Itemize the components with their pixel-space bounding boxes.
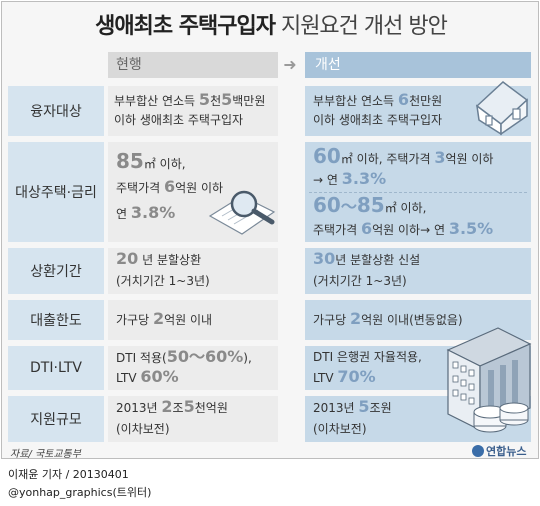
improved-line-1: DTI 은행권 자율적용, (313, 350, 422, 364)
header-improved: 개선 (305, 52, 531, 78)
current-cell: DTI 적용(50～60%), LTV 60% (108, 346, 278, 390)
row-label: DTI·LTV (8, 346, 104, 390)
yonhap-logo-icon (472, 445, 484, 457)
improved-line-1: 가구당 2억원 이내(변동없음) (313, 309, 463, 328)
credit-line-2: @yonhap_graphics(트위터) (8, 486, 152, 499)
row-label: 대상주택·금리 (8, 142, 104, 242)
current-cell: 부부합산 연소득 5천5백만원 이하 생애최초 주택구입자 (108, 86, 278, 136)
improved-cell: 부부합산 연소득 6천만원 이하 생애최초 주택구입자 (305, 81, 531, 136)
title-light: 지원요건 개선 방안 (280, 14, 448, 39)
row-loan-limit: 대출한도 가구당 2억원 이내 가구당 2억원 이내(변동없음) (8, 300, 532, 340)
current-line-2: LTV 60% (116, 367, 179, 386)
header-current: 현행 (108, 52, 278, 78)
current-cell: 85㎡ 이하, 주택가격 6억원 이하 연 3.8% (108, 142, 278, 242)
current-line-2: (거치기간 1~3년) (116, 274, 210, 288)
current-line-2: 이하 생애최초 주택구입자 (114, 113, 244, 127)
row-dti-ltv: DTI·LTV DTI 적용(50～60%), LTV 60% DTI 은행권 … (8, 346, 532, 390)
source-note: 자료/ 국토교통부 (10, 449, 81, 460)
improved-line-2: 이하 생애최초 주택구입자 (313, 113, 443, 127)
house-icon (475, 81, 529, 136)
improved-cell: 30년 분할상환 신설 (거치기간 1~3년) (305, 248, 531, 294)
title-bold: 생애최초 주택구입자 (95, 14, 276, 39)
current-cell: 2013년 2조5천억원 (이차보전) (108, 396, 278, 442)
row-repayment: 상환기간 20 년 분할상환 (거치기간 1~3년) 30년 분할상환 신설 (… (8, 248, 532, 294)
improved-line-1: 2013년 5조원 (313, 397, 392, 416)
current-line-1: 가구당 2억원 이내 (116, 309, 213, 328)
row-label: 지원규모 (8, 396, 104, 442)
improved-line-1: 30년 분할상환 신설 (313, 249, 421, 268)
improved-line-2: (거치기간 1~3년) (313, 274, 407, 288)
improved-line-2: LTV 70% (313, 367, 376, 386)
improved-b-line-1: 60～85㎡ 이하, (313, 193, 427, 217)
magnifier-document-icon (208, 190, 276, 235)
row-label: 융자대상 (8, 86, 104, 136)
improved-cell: 60㎡ 이하, 주택가격 3억원 이하 → 연 3.3% 60～85㎡ 이하, … (305, 142, 531, 242)
row-label: 대출한도 (8, 300, 104, 340)
bank-building-icon (446, 327, 532, 433)
current-line-1: DTI 적용(50～60%), (116, 347, 252, 366)
current-line-1: 부부합산 연소득 5천5백만원 (114, 90, 266, 109)
improved-a-line-2: → 연 3.3% (313, 169, 387, 188)
row-divider (309, 192, 527, 193)
improved-line-2: (이차보전) (313, 422, 367, 436)
header-arrow-icon: ➜ (283, 55, 297, 74)
row-loan-target: 융자대상 부부합산 연소득 5천5백만원 이하 생애최초 주택구입자 부부합산 … (8, 81, 532, 136)
row-support-scale: 지원규모 2013년 2조5천억원 (이차보전) 2013년 5조원 (이차보전… (8, 396, 532, 442)
improved-a-line-1: 60㎡ 이하, 주택가격 3억원 이하 (313, 144, 494, 168)
current-line-2: (이차보전) (116, 422, 170, 436)
page-title: 생애최초 주택구입자 지원요건 개선 방안 (2, 8, 540, 40)
credit-line-1: 이재윤 기자 / 20130401 (8, 468, 129, 481)
yonhap-logo: 연합뉴스 (472, 443, 526, 459)
row-housing-rate: 대상주택·금리 85㎡ 이하, 주택가격 6억원 이하 연 3.8% 6 (8, 142, 532, 242)
current-cell: 가구당 2억원 이내 (108, 300, 278, 340)
current-line-1: 85㎡ 이하, (116, 149, 186, 173)
current-line-1: 2013년 2조5천억원 (116, 397, 228, 416)
row-label: 상환기간 (8, 248, 104, 294)
infographic-frame: 생애최초 주택구입자 지원요건 개선 방안 현행 ➜ 개선 융자대상 부부합산 … (1, 1, 540, 460)
current-line-2: 주택가격 6억원 이하 (116, 177, 224, 196)
improved-b-line-2: 주택가격 6억원 이하→ 연 3.5% (313, 219, 494, 238)
improved-line-1: 부부합산 연소득 6천만원 (313, 90, 443, 109)
current-line-1: 20 년 분할상환 (116, 249, 202, 268)
current-line-3: 연 3.8% (116, 203, 176, 222)
current-cell: 20 년 분할상환 (거치기간 1~3년) (108, 248, 278, 294)
